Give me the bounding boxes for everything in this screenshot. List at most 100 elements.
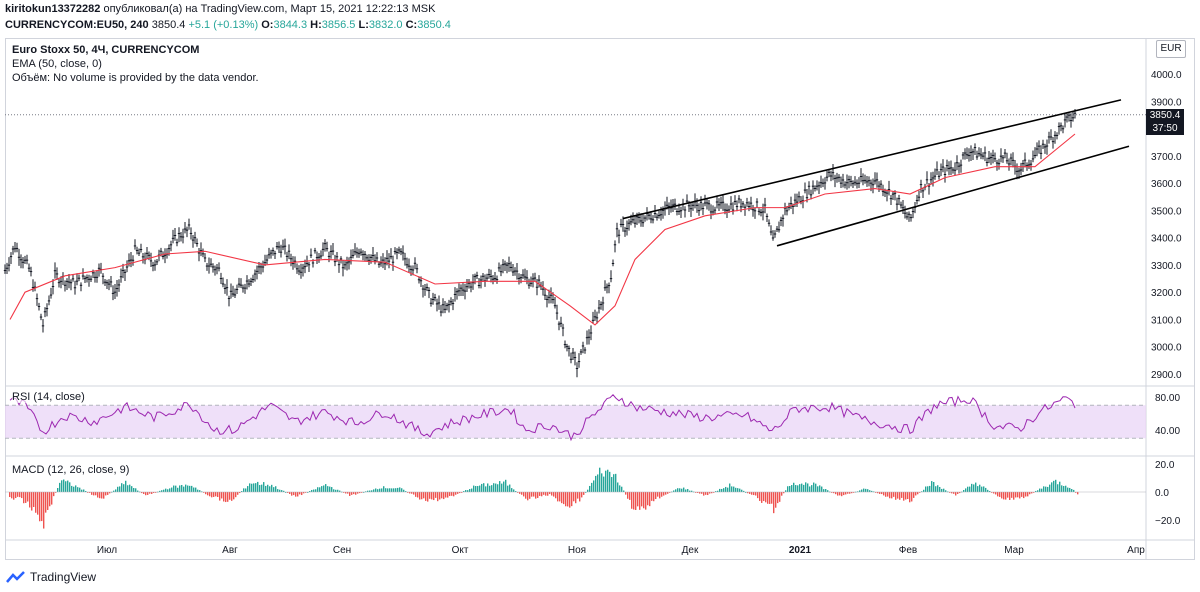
macd-bar bbox=[541, 492, 543, 497]
macd-bar bbox=[645, 492, 647, 510]
macd-bar bbox=[253, 483, 255, 492]
macd-bar bbox=[863, 488, 865, 492]
macd-bar bbox=[27, 492, 29, 502]
macd-bar bbox=[509, 484, 511, 492]
macd-bar bbox=[1021, 492, 1023, 497]
macd-bar bbox=[175, 485, 177, 492]
macd-bar bbox=[583, 492, 585, 495]
macd-bar bbox=[797, 485, 799, 492]
macd-bar bbox=[835, 492, 837, 495]
macd-bar bbox=[163, 489, 165, 492]
macd-bar bbox=[965, 488, 967, 492]
macd-bar bbox=[165, 488, 167, 492]
macd-bar bbox=[999, 492, 1001, 497]
time-axis-label: 2021 bbox=[789, 545, 812, 556]
macd-bar bbox=[357, 492, 359, 494]
macd-bar bbox=[65, 481, 67, 492]
macd-bar bbox=[899, 492, 901, 500]
macd-bar bbox=[761, 492, 763, 503]
macd-bar bbox=[563, 492, 565, 505]
author-name[interactable]: kiritokun13372282 bbox=[5, 3, 101, 15]
macd-bar bbox=[345, 492, 347, 494]
macd-bar bbox=[127, 485, 129, 492]
macd-bar bbox=[841, 492, 843, 497]
macd-bar bbox=[751, 492, 753, 495]
macd-bar bbox=[619, 485, 621, 492]
macd-bar bbox=[559, 492, 561, 502]
footer-brand[interactable]: TradingView bbox=[6, 570, 96, 584]
macd-bar bbox=[303, 492, 305, 494]
high-label: H: bbox=[310, 19, 322, 31]
time-axis-label: Апр bbox=[1127, 545, 1145, 556]
macd-bar bbox=[679, 488, 681, 492]
macd-bar bbox=[143, 492, 145, 494]
macd-bar bbox=[995, 492, 997, 495]
macd-bar bbox=[223, 492, 225, 502]
macd-bar bbox=[991, 492, 993, 493]
macd-bar bbox=[1063, 486, 1065, 492]
ema-50-line[interactable] bbox=[9, 133, 1076, 326]
macd-bar bbox=[449, 492, 451, 497]
macd-bar bbox=[719, 488, 721, 492]
macd-bar bbox=[953, 492, 955, 494]
macd-bar bbox=[323, 485, 325, 492]
macd-bar bbox=[767, 492, 769, 504]
macd-bar bbox=[419, 492, 421, 500]
macd-bar bbox=[241, 491, 243, 492]
macd-bar bbox=[941, 488, 943, 492]
macd-bar bbox=[699, 492, 701, 494]
macd-bar bbox=[375, 488, 377, 492]
macd-bar bbox=[533, 492, 535, 497]
macd-bar bbox=[827, 490, 829, 492]
ema-legend[interactable]: EMA (50, close, 0) bbox=[12, 58, 102, 70]
macd-bar bbox=[931, 481, 933, 492]
macd-bar bbox=[543, 492, 545, 495]
macd-bar bbox=[575, 492, 577, 504]
macd-bar bbox=[889, 492, 891, 499]
macd-bar bbox=[145, 492, 147, 496]
macd-bar bbox=[457, 492, 459, 494]
time-axis-label: Ноя bbox=[568, 545, 586, 556]
macd-bar bbox=[247, 486, 249, 492]
rsi-legend[interactable]: RSI (14, close) bbox=[12, 391, 85, 403]
macd-bar bbox=[591, 482, 593, 492]
currency-button[interactable]: EUR bbox=[1156, 40, 1186, 58]
macd-bar bbox=[399, 487, 401, 492]
macd-bar bbox=[561, 492, 563, 504]
macd-bar bbox=[917, 492, 919, 495]
macd-bar bbox=[925, 486, 927, 492]
macd-bar bbox=[307, 492, 309, 493]
macd-bar bbox=[603, 476, 605, 492]
trendline[interactable] bbox=[776, 145, 1130, 247]
macd-bar bbox=[371, 490, 373, 492]
macd-bar bbox=[1025, 492, 1027, 497]
macd-bar bbox=[891, 492, 893, 499]
macd-bar bbox=[783, 492, 785, 494]
macd-bar bbox=[59, 482, 61, 492]
macd-bar bbox=[1057, 484, 1059, 492]
macd-bar bbox=[853, 492, 855, 493]
macd-bar bbox=[377, 489, 379, 492]
macd-bar bbox=[587, 489, 589, 492]
trendline[interactable] bbox=[622, 99, 1122, 220]
macd-bar bbox=[23, 492, 25, 504]
macd-bar bbox=[845, 492, 847, 495]
macd-legend[interactable]: MACD (12, 26, close, 9) bbox=[12, 464, 130, 476]
macd-bar bbox=[789, 486, 791, 492]
macd-bar bbox=[769, 492, 771, 504]
rsi-line[interactable] bbox=[9, 394, 1076, 442]
macd-bar bbox=[887, 492, 889, 497]
macd-bar bbox=[79, 487, 81, 492]
macd-bar bbox=[773, 492, 775, 514]
macd-bar bbox=[703, 492, 705, 496]
macd-bar bbox=[611, 477, 613, 492]
macd-bar bbox=[47, 492, 49, 510]
macd-bar bbox=[771, 492, 773, 504]
macd-bar bbox=[71, 485, 73, 492]
price-axis-label: 3900.0 bbox=[1151, 97, 1182, 108]
macd-bar bbox=[103, 492, 105, 499]
low-label: L: bbox=[358, 19, 369, 31]
macd-bar bbox=[701, 492, 703, 494]
macd-bar bbox=[465, 490, 467, 492]
